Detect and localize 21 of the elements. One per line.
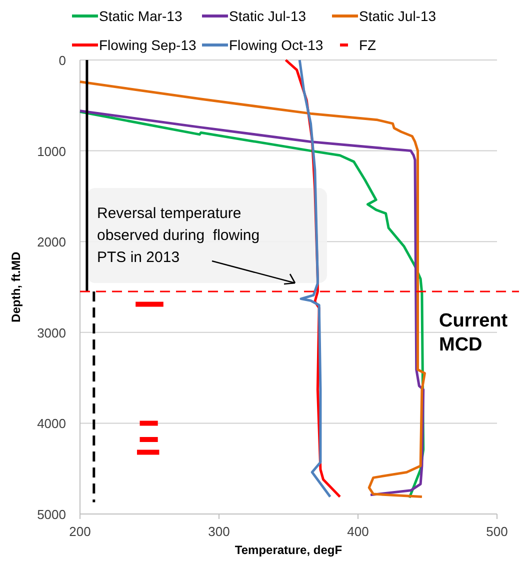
legend-label: Flowing Sep-13 bbox=[99, 37, 196, 53]
y-tick-label: 2000 bbox=[37, 234, 66, 250]
y-tick-label: 5000 bbox=[37, 507, 66, 522]
legend-label: Static Jul-13 bbox=[229, 8, 306, 24]
line-series bbox=[298, 58, 332, 498]
x-tick-label: 200 bbox=[69, 524, 91, 539]
y-axis-title: Depth, ft.MD bbox=[9, 251, 23, 322]
x-tick-label: 300 bbox=[208, 524, 230, 539]
legend-label: FZ bbox=[359, 37, 377, 53]
y-tick-label: 1000 bbox=[37, 144, 66, 159]
y-tick-label: 0 bbox=[58, 53, 66, 68]
legend-label: Static Jul-13 bbox=[359, 8, 436, 24]
x-axis-title: Temperature, degF bbox=[234, 543, 342, 557]
legend-label: Flowing Oct-13 bbox=[229, 37, 324, 53]
x-tick-label: 400 bbox=[347, 524, 369, 539]
annotation: Reversal temperature observed during flowing PTS in 2013 bbox=[97, 205, 260, 266]
y-tick-label: 3000 bbox=[37, 325, 66, 340]
ref-line-label: Current MCD bbox=[439, 310, 508, 356]
legend-label: Static Mar-13 bbox=[99, 8, 182, 24]
x-tick-label: 500 bbox=[486, 524, 508, 539]
y-tick-label: 4000 bbox=[37, 416, 66, 432]
